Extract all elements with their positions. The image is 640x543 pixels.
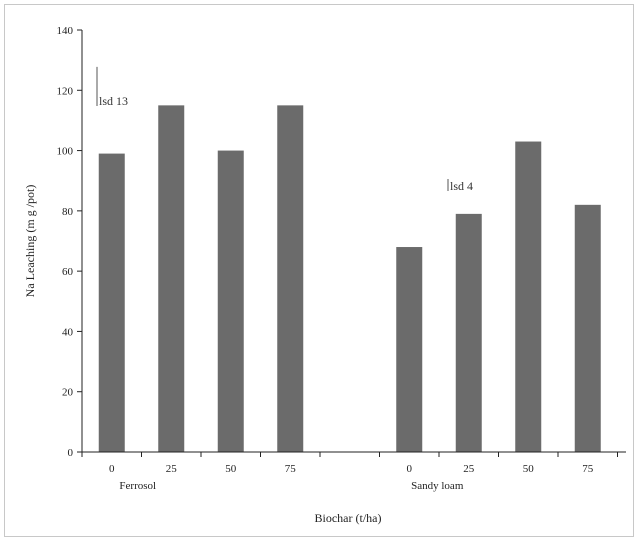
y-axis-ticks: 0 20 40 60 80 100 120 140 <box>57 25 82 459</box>
y-tick-label: 60 <box>62 266 74 278</box>
x-tick-label: 75 <box>582 463 594 475</box>
y-tick-label: 120 <box>57 85 74 97</box>
y-tick-label: 20 <box>62 387 74 399</box>
bar <box>455 213 482 452</box>
y-tick-label: 100 <box>57 146 74 158</box>
y-tick-label: 40 <box>62 326 74 338</box>
x-tick-label: 50 <box>523 463 535 475</box>
x-tick-label: 75 <box>285 463 297 475</box>
bar <box>574 204 601 452</box>
bar <box>98 153 125 453</box>
x-tick-label: 0 <box>109 463 115 475</box>
bar <box>277 105 304 452</box>
x-tick-label: 50 <box>225 463 237 475</box>
x-tick-label: 25 <box>166 463 178 475</box>
y-axis-title: Na Leaching (m g /pot) <box>23 185 37 298</box>
x-axis-ticks: 0 25 50 75 0 25 50 75 <box>81 452 618 475</box>
lsd-label: lsd 4 <box>450 179 473 193</box>
x-axis-title: Biochar (t/ha) <box>315 511 382 525</box>
x-tick-label: 25 <box>463 463 475 475</box>
bar <box>217 150 244 453</box>
group-label: Sandy loam <box>411 480 464 492</box>
bar <box>158 105 185 452</box>
x-tick-label: 0 <box>407 463 413 475</box>
lsd-annotations: lsd 13 lsd 4 <box>96 66 473 193</box>
bars-layer <box>98 105 601 453</box>
y-tick-label: 80 <box>62 206 74 218</box>
bar <box>515 141 542 452</box>
y-tick-label: 0 <box>68 447 74 459</box>
bar <box>396 247 423 452</box>
y-tick-label: 140 <box>57 25 74 37</box>
group-label: Ferrosol <box>119 480 156 492</box>
lsd-label: lsd 13 <box>99 94 128 108</box>
group-labels: Ferrosol Sandy loam <box>119 480 463 492</box>
